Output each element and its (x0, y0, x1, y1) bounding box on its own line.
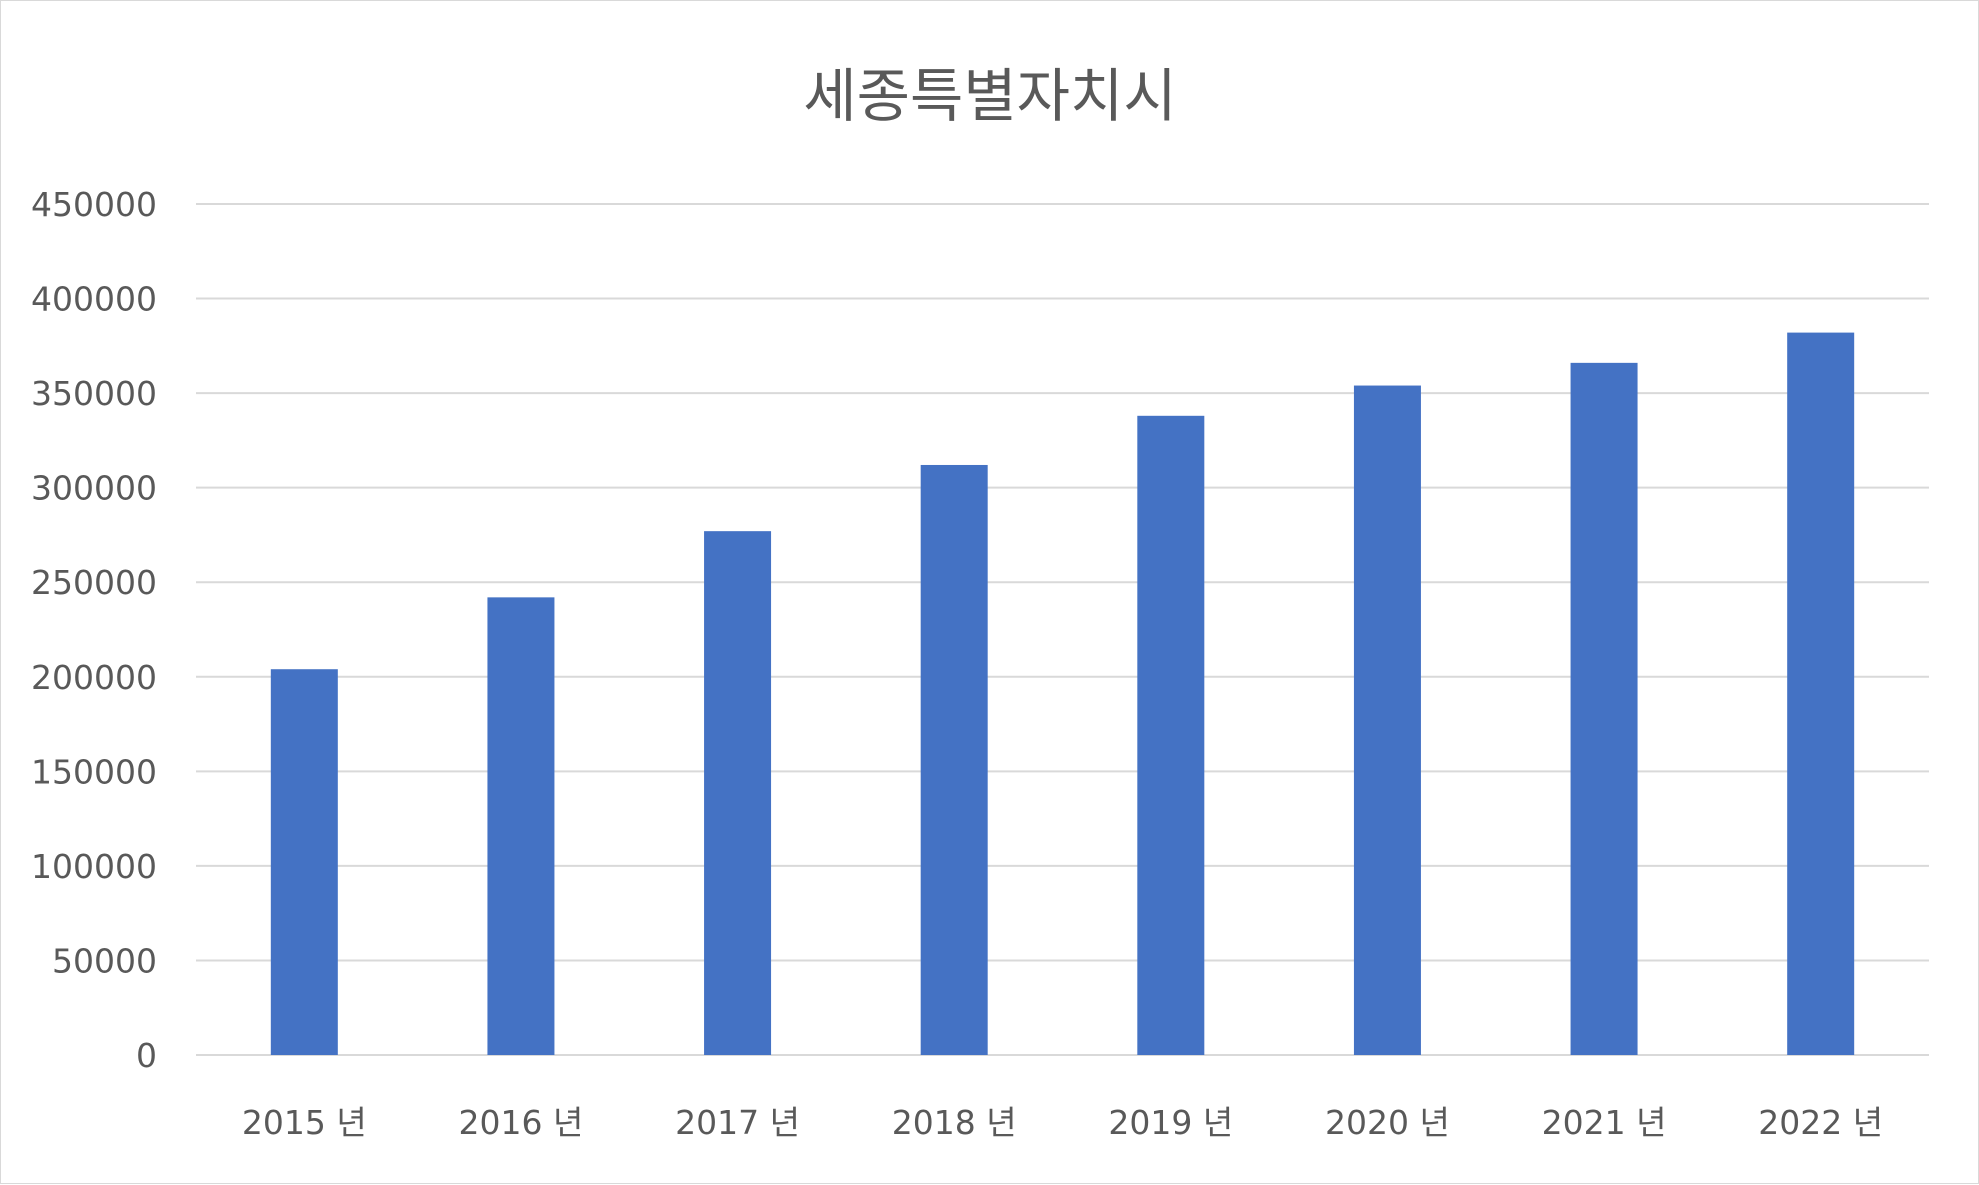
bar (704, 531, 772, 1055)
x-tick-label: 2019 년 (1108, 1103, 1233, 1142)
y-tick-label: 150000 (31, 752, 157, 791)
y-axis-ticks: 0 50000 100000 150000 200000 250000 300000 3500… (31, 185, 157, 1075)
gridlines (196, 203, 1929, 1056)
x-tick-label: 2016 년 (459, 1103, 584, 1142)
bar (270, 669, 338, 1055)
y-tick-label: 200000 (31, 658, 157, 697)
bar (1137, 415, 1205, 1055)
x-tick-label: 2022 년 (1758, 1103, 1883, 1142)
y-tick-label: 450000 (31, 185, 157, 224)
y-tick-label: 0 (136, 1036, 157, 1075)
x-tick-label: 2018 년 (892, 1103, 1017, 1142)
x-axis-ticks: 2015 년 2016 년 2017 년 2018 년 2019 년 2020 년 2021… (242, 1103, 1883, 1142)
bar (920, 464, 988, 1055)
chart-title: 세종특별자치시 (803, 62, 1177, 130)
bar (487, 597, 555, 1055)
y-tick-label: 100000 (31, 847, 157, 886)
x-tick-label: 2021 년 (1542, 1103, 1667, 1142)
y-tick-label: 300000 (31, 469, 157, 508)
y-tick-label: 50000 (52, 941, 157, 980)
y-tick-label: 400000 (31, 280, 157, 319)
bar (1570, 362, 1638, 1055)
bar (1787, 332, 1855, 1055)
x-tick-label: 2017 년 (675, 1103, 800, 1142)
x-tick-label: 2015 년 (242, 1103, 367, 1142)
x-tick-label: 2020 년 (1325, 1103, 1450, 1142)
bars (270, 332, 1855, 1056)
y-tick-label: 250000 (31, 563, 157, 602)
bar (1353, 385, 1421, 1056)
y-tick-label: 350000 (31, 374, 157, 413)
